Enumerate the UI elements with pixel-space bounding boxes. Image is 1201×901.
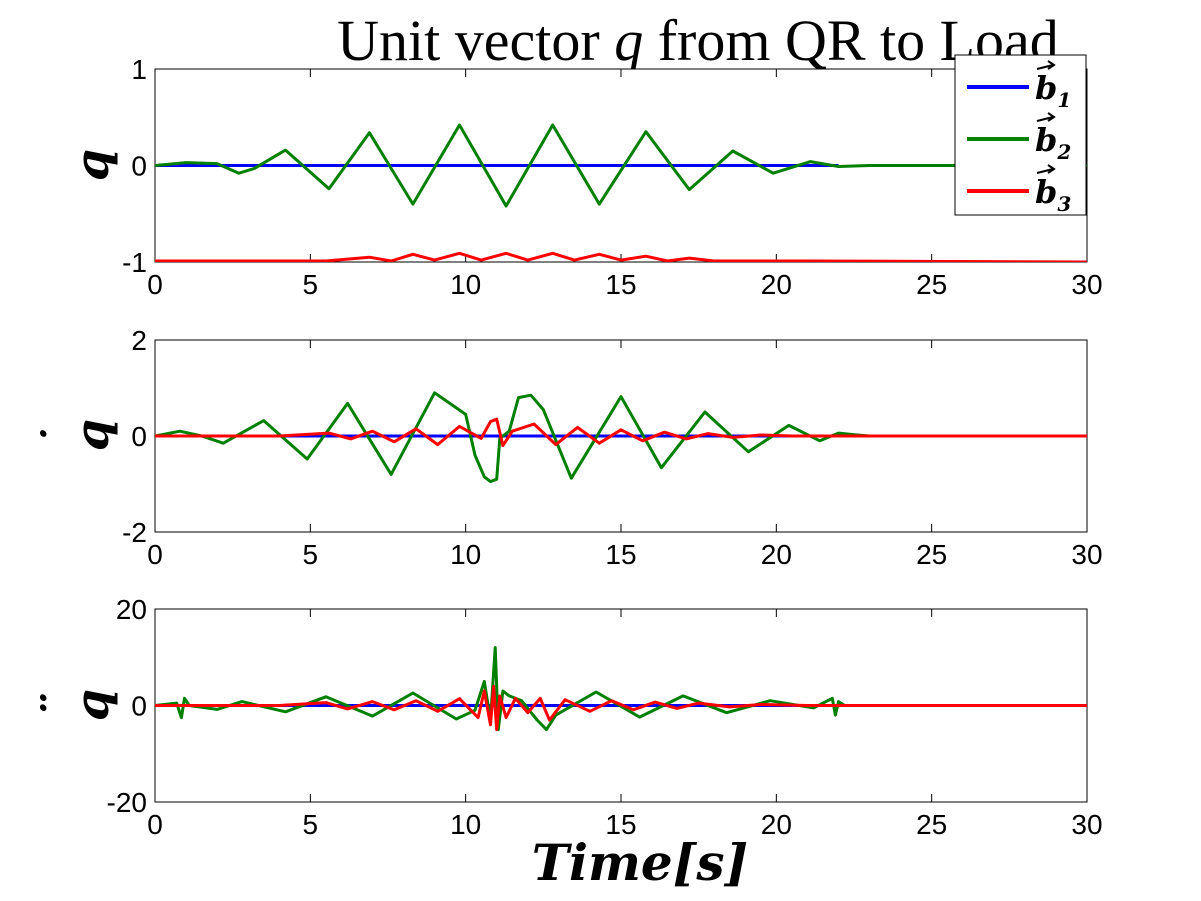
subplot-q: 0 5 10 15 20 25 30-101 [122,54,1102,300]
chart-title-prefix: Unit vector [337,8,614,73]
y-tick-label: -1 [122,247,147,278]
x-tick-label: 20 [761,809,792,840]
x-tick-label: 20 [761,539,792,570]
vector-arrow-icon [1036,112,1056,122]
x-tick-label: 0 [147,539,163,570]
x-tick-label: 0 [147,269,163,300]
x-tick-label: 5 [303,809,319,840]
legend: b1 b2 b3 [954,54,1087,216]
ylabel-q-dot: q ˙ [33,419,119,451]
y-tick-label: 0 [131,151,147,182]
series-line-b2 [155,123,1087,208]
x-tick-label: 15 [605,809,636,840]
legend-label-b3: b3 [1035,173,1071,216]
y-tick-label: 1 [131,54,147,85]
series-line-b2 [155,391,1087,484]
x-tick-label: 15 [605,539,636,570]
x-tick-label: 10 [450,539,481,570]
ylabel-q-text: q [65,149,119,181]
x-tick-label: 20 [761,269,792,300]
chart-title: Unit vector q from QR to Load [337,8,1059,73]
subplot-q-dot: 0 5 10 15 20 25 30-202 [122,325,1102,570]
series-line-b3 [155,251,1087,262]
x-tick-label: 10 [450,269,481,300]
series-line-b3 [155,417,1087,448]
x-tick-label: 30 [1071,809,1102,840]
legend-label-b2: b2 [1035,121,1071,164]
x-tick-label: 15 [605,269,636,300]
xlabel-time: Time[s] [532,833,748,892]
y-tick-label: 0 [131,421,147,452]
vector-arrow-icon [1036,164,1056,174]
series-line-b3 [155,684,1087,732]
ylabel-q-ddot-text: q [65,689,119,721]
legend-label-b1: b1 [1035,69,1071,112]
ylabel-q-dot-accent: ˙ [33,426,87,449]
ylabel-q-ddot-accent: ¨ [33,694,87,719]
x-tick-label: 10 [450,809,481,840]
y-tick-label: 0 [131,691,147,722]
y-tick-label: -20 [107,787,147,818]
x-tick-label: 25 [916,539,947,570]
x-tick-label: 30 [1071,539,1102,570]
y-tick-label: 2 [131,325,147,356]
chart-title-var: q [614,8,643,73]
ylabel-q-ddot: q ¨ [33,689,119,721]
ylabel-q: q [65,149,119,181]
vector-arrow-icon [1036,60,1056,70]
x-tick-label: 5 [303,539,319,570]
legend-box [954,54,1087,216]
y-tick-label: -2 [122,517,147,548]
x-tick-label: 5 [303,269,319,300]
x-tick-label: 25 [916,809,947,840]
x-tick-label: 0 [147,809,163,840]
x-tick-label: 30 [1071,269,1102,300]
x-tick-label: 25 [916,269,947,300]
y-tick-label: 20 [116,594,147,625]
ylabel-q-dot-text: q [65,419,119,451]
